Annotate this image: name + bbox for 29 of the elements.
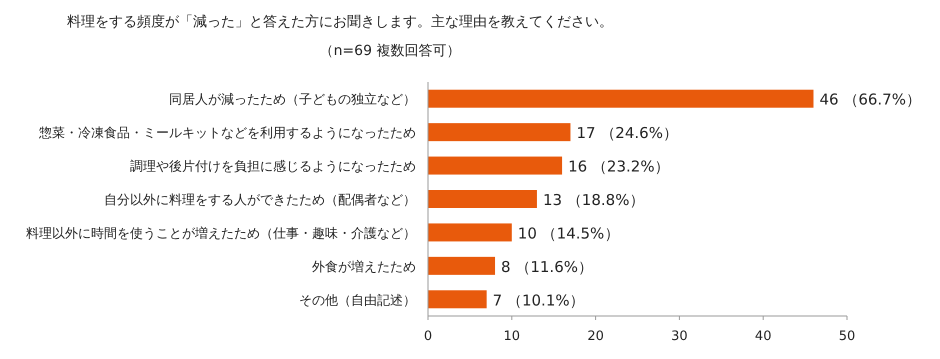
chart-subtitle: （n=69 複数回答可） xyxy=(320,43,460,59)
x-tick-label: 40 xyxy=(754,329,772,344)
y-tick-label: 調理や後片付けを負担に感じるようになったため xyxy=(130,160,416,175)
y-tick-label: 外食が増えたため xyxy=(312,258,416,275)
data-label: 8 （11.6%） xyxy=(501,258,594,276)
y-tick-label: 自分以外に料理をする人ができたため（配偶者など） xyxy=(104,193,416,208)
x-tick-label: 20 xyxy=(587,329,604,344)
bar xyxy=(428,223,512,242)
bar xyxy=(428,90,814,108)
data-label: 46 （66.7%） xyxy=(819,90,921,109)
x-tick-label: 30 xyxy=(671,329,688,344)
data-label: 16 （23.2%） xyxy=(568,158,670,176)
x-tick-label: 10 xyxy=(504,329,520,344)
y-tick-label: その他（自由記述） xyxy=(299,293,416,308)
y-tick-label: 惣菜・冷凍食品・ミールキットなどを利用するようになったため xyxy=(38,126,416,142)
x-tick-label: 50 xyxy=(838,329,856,344)
bar xyxy=(428,256,496,275)
chart-title: 料理をする頻度が「減った」と答えた方にお聞きします。主な理由を教えてください。 xyxy=(67,14,613,30)
data-label: 13 （18.8%） xyxy=(542,191,644,209)
bar xyxy=(428,123,570,142)
data-label: 10 （14.5%） xyxy=(518,224,620,242)
data-label: 7 （10.1%） xyxy=(492,291,585,310)
x-tick-label: 0 xyxy=(424,329,432,344)
bar xyxy=(428,290,487,308)
bar xyxy=(428,156,562,175)
data-label: 17 （24.6%） xyxy=(576,124,678,142)
bar xyxy=(428,190,537,208)
y-tick-label: 同居人が減ったため（子どもの独立など） xyxy=(169,92,416,108)
y-tick-label: 料理以外に時間を使うことが増えたため（仕事・趣味・介護など） xyxy=(26,225,416,242)
